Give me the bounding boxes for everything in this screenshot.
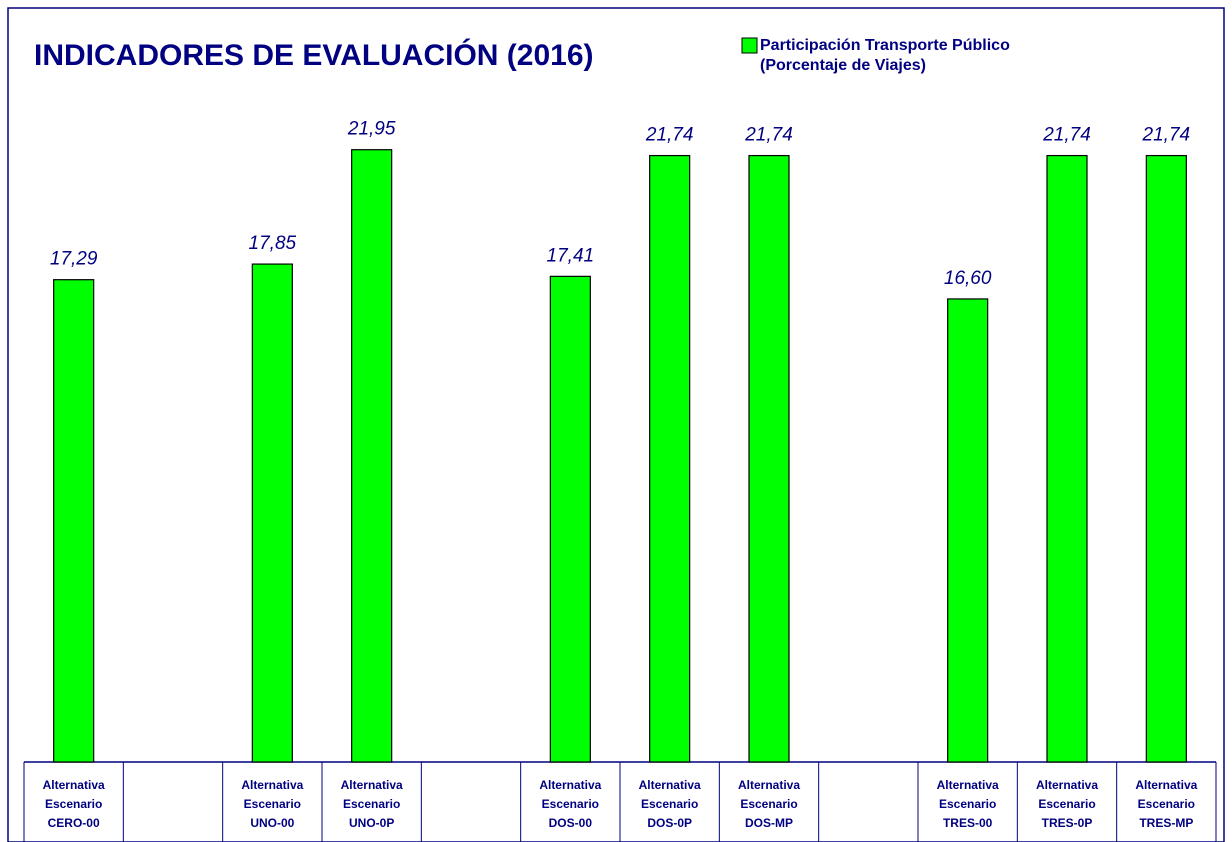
x-tick-label: Alternativa Escenario TRES-00 (936, 778, 999, 830)
data-label: 21,74 (744, 125, 793, 146)
chart-frame (7, 7, 1225, 842)
bar (649, 154, 691, 763)
bar (251, 263, 293, 763)
data-label: 21,95 (347, 119, 396, 140)
bar (1145, 154, 1187, 763)
data-label: 17,29 (50, 249, 98, 270)
x-tick-label: Alternativa Escenario DOS-0P (638, 778, 701, 830)
legend-swatch (741, 37, 758, 54)
bar (549, 275, 591, 763)
x-tick-label: Alternativa Escenario TRES-0P (1035, 778, 1099, 830)
bar (947, 298, 989, 763)
data-label: 17,85 (249, 233, 297, 254)
x-tick-label: Alternativa Escenario DOS-MP (737, 778, 801, 830)
chart-title: INDICADORES DE EVALUACIÓN (2016) (34, 38, 594, 72)
data-label: 21,74 (645, 125, 694, 146)
data-label: 17,41 (547, 245, 595, 266)
x-tick-label: Alternativa Escenario DOS-00 (539, 778, 602, 830)
data-label: 21,74 (1142, 125, 1191, 146)
data-label: 21,74 (1042, 125, 1091, 146)
bar (748, 154, 790, 763)
bar (1046, 154, 1088, 763)
x-tick-label: Alternativa Escenario UNO-00 (241, 778, 304, 830)
x-tick-label: Alternativa Escenario UNO-0P (340, 778, 403, 830)
x-tick-label: Alternativa Escenario TRES-MP (1135, 778, 1198, 830)
bar (351, 149, 393, 763)
data-label: 16,60 (944, 268, 992, 289)
x-tick-label: Alternativa Escenario CERO-00 (42, 778, 105, 830)
bar (53, 279, 95, 763)
legend-label: Participación Transporte Público (Porcen… (760, 37, 1010, 74)
